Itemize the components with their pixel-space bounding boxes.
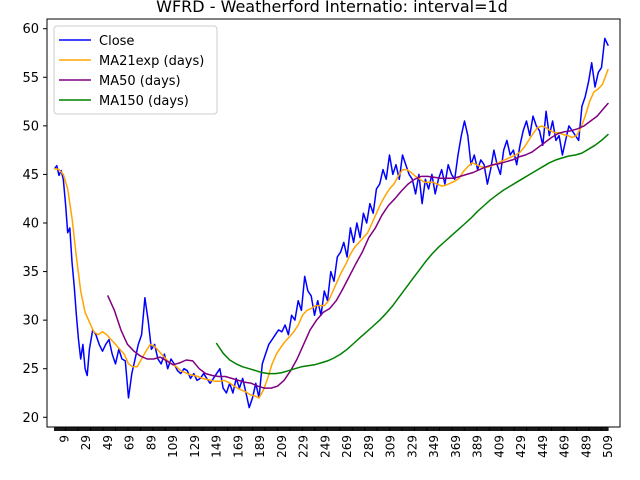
x-tick-label: 169 — [231, 435, 245, 458]
x-tick-label: 209 — [275, 435, 289, 458]
y-tick-label: 55 — [22, 71, 39, 86]
x-tick-label: 289 — [362, 435, 376, 458]
x-tick-label: 269 — [340, 435, 354, 458]
legend-label-close: Close — [99, 34, 134, 49]
legend-label-ma150: MA150 (days) — [99, 94, 189, 109]
y-tick-label: 20 — [22, 411, 39, 426]
x-tick-label: 369 — [449, 435, 463, 458]
x-tick-label: 229 — [297, 435, 311, 458]
y-tick-label: 60 — [22, 22, 39, 37]
series-line-ma150-days — [215, 133, 609, 375]
x-tick-label: 249 — [318, 435, 332, 458]
series-line-close — [53, 37, 609, 409]
y-tick-label: 50 — [22, 119, 39, 134]
x-tick-label: 329 — [405, 435, 419, 458]
legend-box — [53, 25, 218, 115]
legend: Close MA21exp (days) MA50 (days) MA150 (… — [53, 25, 218, 115]
x-tick-label: 469 — [558, 435, 572, 458]
x-tick-label: 49 — [101, 435, 115, 450]
series-line-ma21exp-days — [53, 68, 609, 399]
y-tick-label: 35 — [22, 265, 39, 280]
x-tick-label: 389 — [471, 435, 485, 458]
x-tick-label: 29 — [79, 435, 93, 450]
y-tick-label: 40 — [22, 217, 39, 232]
x-tick-label: 309 — [384, 435, 398, 458]
x-daily-tick-marks — [54, 427, 609, 431]
x-tick-label: 449 — [536, 435, 550, 458]
x-tick-label: 409 — [492, 435, 506, 458]
y-tick-label: 45 — [22, 168, 39, 183]
y-tick-label: 30 — [22, 314, 39, 329]
series-line-ma50-days — [107, 102, 609, 389]
y-axis: 20 25 30 35 40 45 50 55 60 — [22, 22, 47, 426]
x-tick-label: 109 — [166, 435, 180, 458]
legend-label-ma50: MA50 (days) — [99, 74, 181, 89]
chart-title: WFRD - Weatherford Internatio: interval=… — [156, 0, 508, 16]
x-tick-label: 489 — [579, 435, 593, 458]
x-axis: 9 29 49 69 89 109 129 149 169 189 209 229 249 269 289 3… — [54, 427, 615, 458]
x-tick-label: 509 — [601, 435, 615, 458]
x-tick-label: 9 — [57, 435, 71, 443]
x-tick-label: 149 — [210, 435, 224, 458]
x-tick-label: 189 — [253, 435, 267, 458]
x-tick-label: 349 — [427, 435, 441, 458]
x-tick-label: 129 — [188, 435, 202, 458]
x-tick-label: 429 — [514, 435, 528, 458]
y-tick-label: 25 — [22, 362, 39, 377]
legend-label-ma21: MA21exp (days) — [99, 54, 204, 69]
x-tick-label: 89 — [144, 435, 158, 450]
series-lines — [53, 37, 609, 409]
x-tick-label: 69 — [123, 435, 137, 450]
